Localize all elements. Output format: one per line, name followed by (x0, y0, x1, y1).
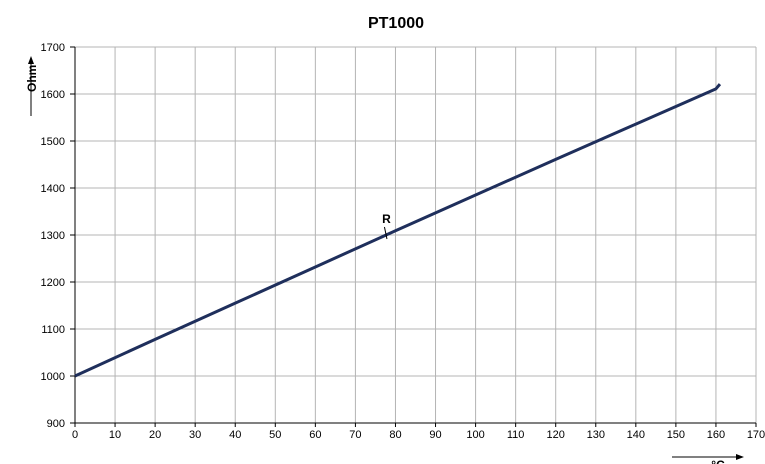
x-tick-label: 40 (229, 429, 241, 441)
y-axis-arrow-head (28, 56, 34, 64)
x-tick-label: 80 (389, 429, 401, 441)
y-tick-label: 1400 (41, 183, 65, 195)
x-axis-label-group: °C (672, 454, 744, 464)
y-tick-label: 1200 (41, 277, 65, 289)
y-tick-label: 1600 (41, 89, 65, 101)
y-axis-label-group: Ohm (25, 56, 39, 116)
series-annotation-label: R (382, 212, 391, 226)
x-tick-label: 170 (747, 429, 765, 441)
annotations: R (382, 212, 391, 240)
x-tick-label: 10 (109, 429, 121, 441)
x-tick-label: 70 (349, 429, 361, 441)
series-group (74, 83, 722, 378)
x-tick-label: 130 (587, 429, 605, 441)
series-line-r (74, 83, 722, 378)
y-tick-label: 900 (47, 418, 65, 430)
chart-title: PT1000 (368, 15, 424, 32)
x-axis-label: °C (711, 458, 725, 464)
y-tick-label: 1700 (41, 42, 65, 54)
x-tick-label: 0 (72, 429, 78, 441)
x-tick-label: 120 (547, 429, 565, 441)
annotation-leader-line (383, 226, 388, 240)
x-axis-arrow-head (736, 454, 744, 460)
grid-lines (74, 46, 757, 424)
x-tick-label: 60 (309, 429, 321, 441)
y-tick-label: 1100 (41, 324, 65, 336)
x-tick-labels: 0 10 20 30 40 50 60 70 80 90 100 110 120 130 140 150 160… (72, 429, 765, 441)
y-tick-label: 1000 (41, 371, 65, 383)
y-tick-labels: 900 1000 1100 1200 1300 1400 1500 1600 1700 (41, 42, 65, 430)
x-tick-label: 110 (507, 429, 525, 441)
x-tick-label: 160 (707, 429, 725, 441)
x-tick-label: 100 (466, 429, 484, 441)
axes (70, 46, 757, 427)
y-tick-label: 1500 (41, 136, 65, 148)
x-tick-label: 140 (627, 429, 645, 441)
x-tick-label: 20 (149, 429, 161, 441)
x-tick-label: 90 (429, 429, 441, 441)
x-tick-label: 30 (189, 429, 201, 441)
x-tick-label: 150 (667, 429, 685, 441)
y-axis-label: Ohm (25, 65, 39, 92)
y-tick-label: 1300 (41, 230, 65, 242)
x-tick-label: 50 (269, 429, 281, 441)
